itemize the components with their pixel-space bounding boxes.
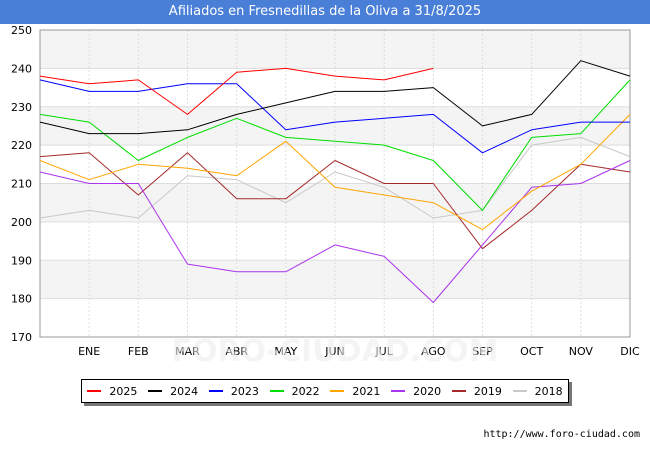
- x-tick-label: MAY: [274, 345, 297, 358]
- legend-item-2023: 2023: [208, 384, 259, 398]
- legend-item-2019: 2019: [451, 384, 502, 398]
- x-tick-label: NOV: [569, 345, 594, 358]
- legend-label: 2021: [352, 384, 381, 398]
- legend-swatch: [330, 390, 345, 392]
- legend-item-2021: 2021: [330, 385, 380, 398]
- y-tick-label: 190: [11, 254, 32, 267]
- legend-item-2022: 2022: [269, 384, 320, 398]
- x-tick-label: AGO: [421, 345, 446, 358]
- y-tick-label: 210: [11, 178, 32, 191]
- x-tick-label: DIC: [620, 345, 640, 358]
- legend-label: 2020: [413, 384, 442, 398]
- series-line-2024: [39, 60, 631, 135]
- x-tick-label: JUL: [374, 345, 393, 358]
- series-line-2023: [39, 79, 630, 154]
- legend-swatch: [451, 390, 466, 392]
- legend-item-2024: 2024: [148, 385, 198, 398]
- y-tick-label: 240: [11, 62, 32, 75]
- y-tick-label: 220: [11, 139, 32, 152]
- legend-label: 2024: [170, 384, 199, 398]
- x-tick-label: FEB: [128, 345, 149, 358]
- series-line-2020: [39, 160, 631, 303]
- legend-swatch: [391, 390, 406, 392]
- legend-label: 2019: [473, 384, 502, 398]
- x-tick-label: ENE: [78, 345, 100, 358]
- legend-label: 2018: [534, 384, 563, 398]
- series-line-2018: [39, 136, 631, 219]
- y-tick-label: 230: [11, 101, 32, 114]
- legend-swatch: [269, 390, 284, 392]
- y-tick-label: 170: [11, 331, 32, 344]
- series-line-2025: [39, 67, 434, 115]
- x-tick-label: OCT: [520, 345, 543, 358]
- footer-url[interactable]: http://www.foro-ciudad.com: [483, 429, 640, 440]
- legend-swatch: [148, 390, 163, 392]
- x-tick-label: JUN: [324, 345, 345, 358]
- x-tick-label: ABR: [225, 345, 248, 358]
- legend-label: 2023: [230, 384, 259, 398]
- y-tick-label: 250: [11, 24, 32, 37]
- grid-band: [40, 30, 630, 69]
- legend-swatch: [87, 390, 102, 392]
- legend-label: 2022: [291, 384, 320, 398]
- line-chart: 170 180 190 200 210 220 230 240 250 ENE FEB MAR ABR M…: [11, 24, 640, 369]
- series-line-2019: [39, 152, 631, 250]
- legend-label: 2025: [109, 384, 138, 398]
- legend-swatch: [512, 390, 527, 392]
- legend-item-2025: 2025: [87, 385, 137, 398]
- grid-band: [40, 221, 630, 261]
- legend-swatch: [208, 390, 223, 392]
- legend: 2025 2024 2023 2022 2021 2020 2019 2018: [81, 379, 569, 403]
- watermark: FORO-CIUDAD.COM: [172, 334, 499, 369]
- chart-title: Afiliados en Fresnedillas de la Oliva a …: [0, 0, 650, 24]
- series-line-2021: [39, 114, 631, 231]
- series-line-2022: [39, 79, 631, 211]
- x-tick-label: SEP: [472, 345, 493, 358]
- x-tick-label: MAR: [175, 345, 200, 358]
- legend-item-2018: 2018: [512, 384, 563, 398]
- plot-border: [39, 29, 631, 338]
- y-tick-label: 180: [11, 293, 32, 306]
- legend-item-2020: 2020: [391, 385, 441, 398]
- y-tick-label: 200: [11, 216, 32, 229]
